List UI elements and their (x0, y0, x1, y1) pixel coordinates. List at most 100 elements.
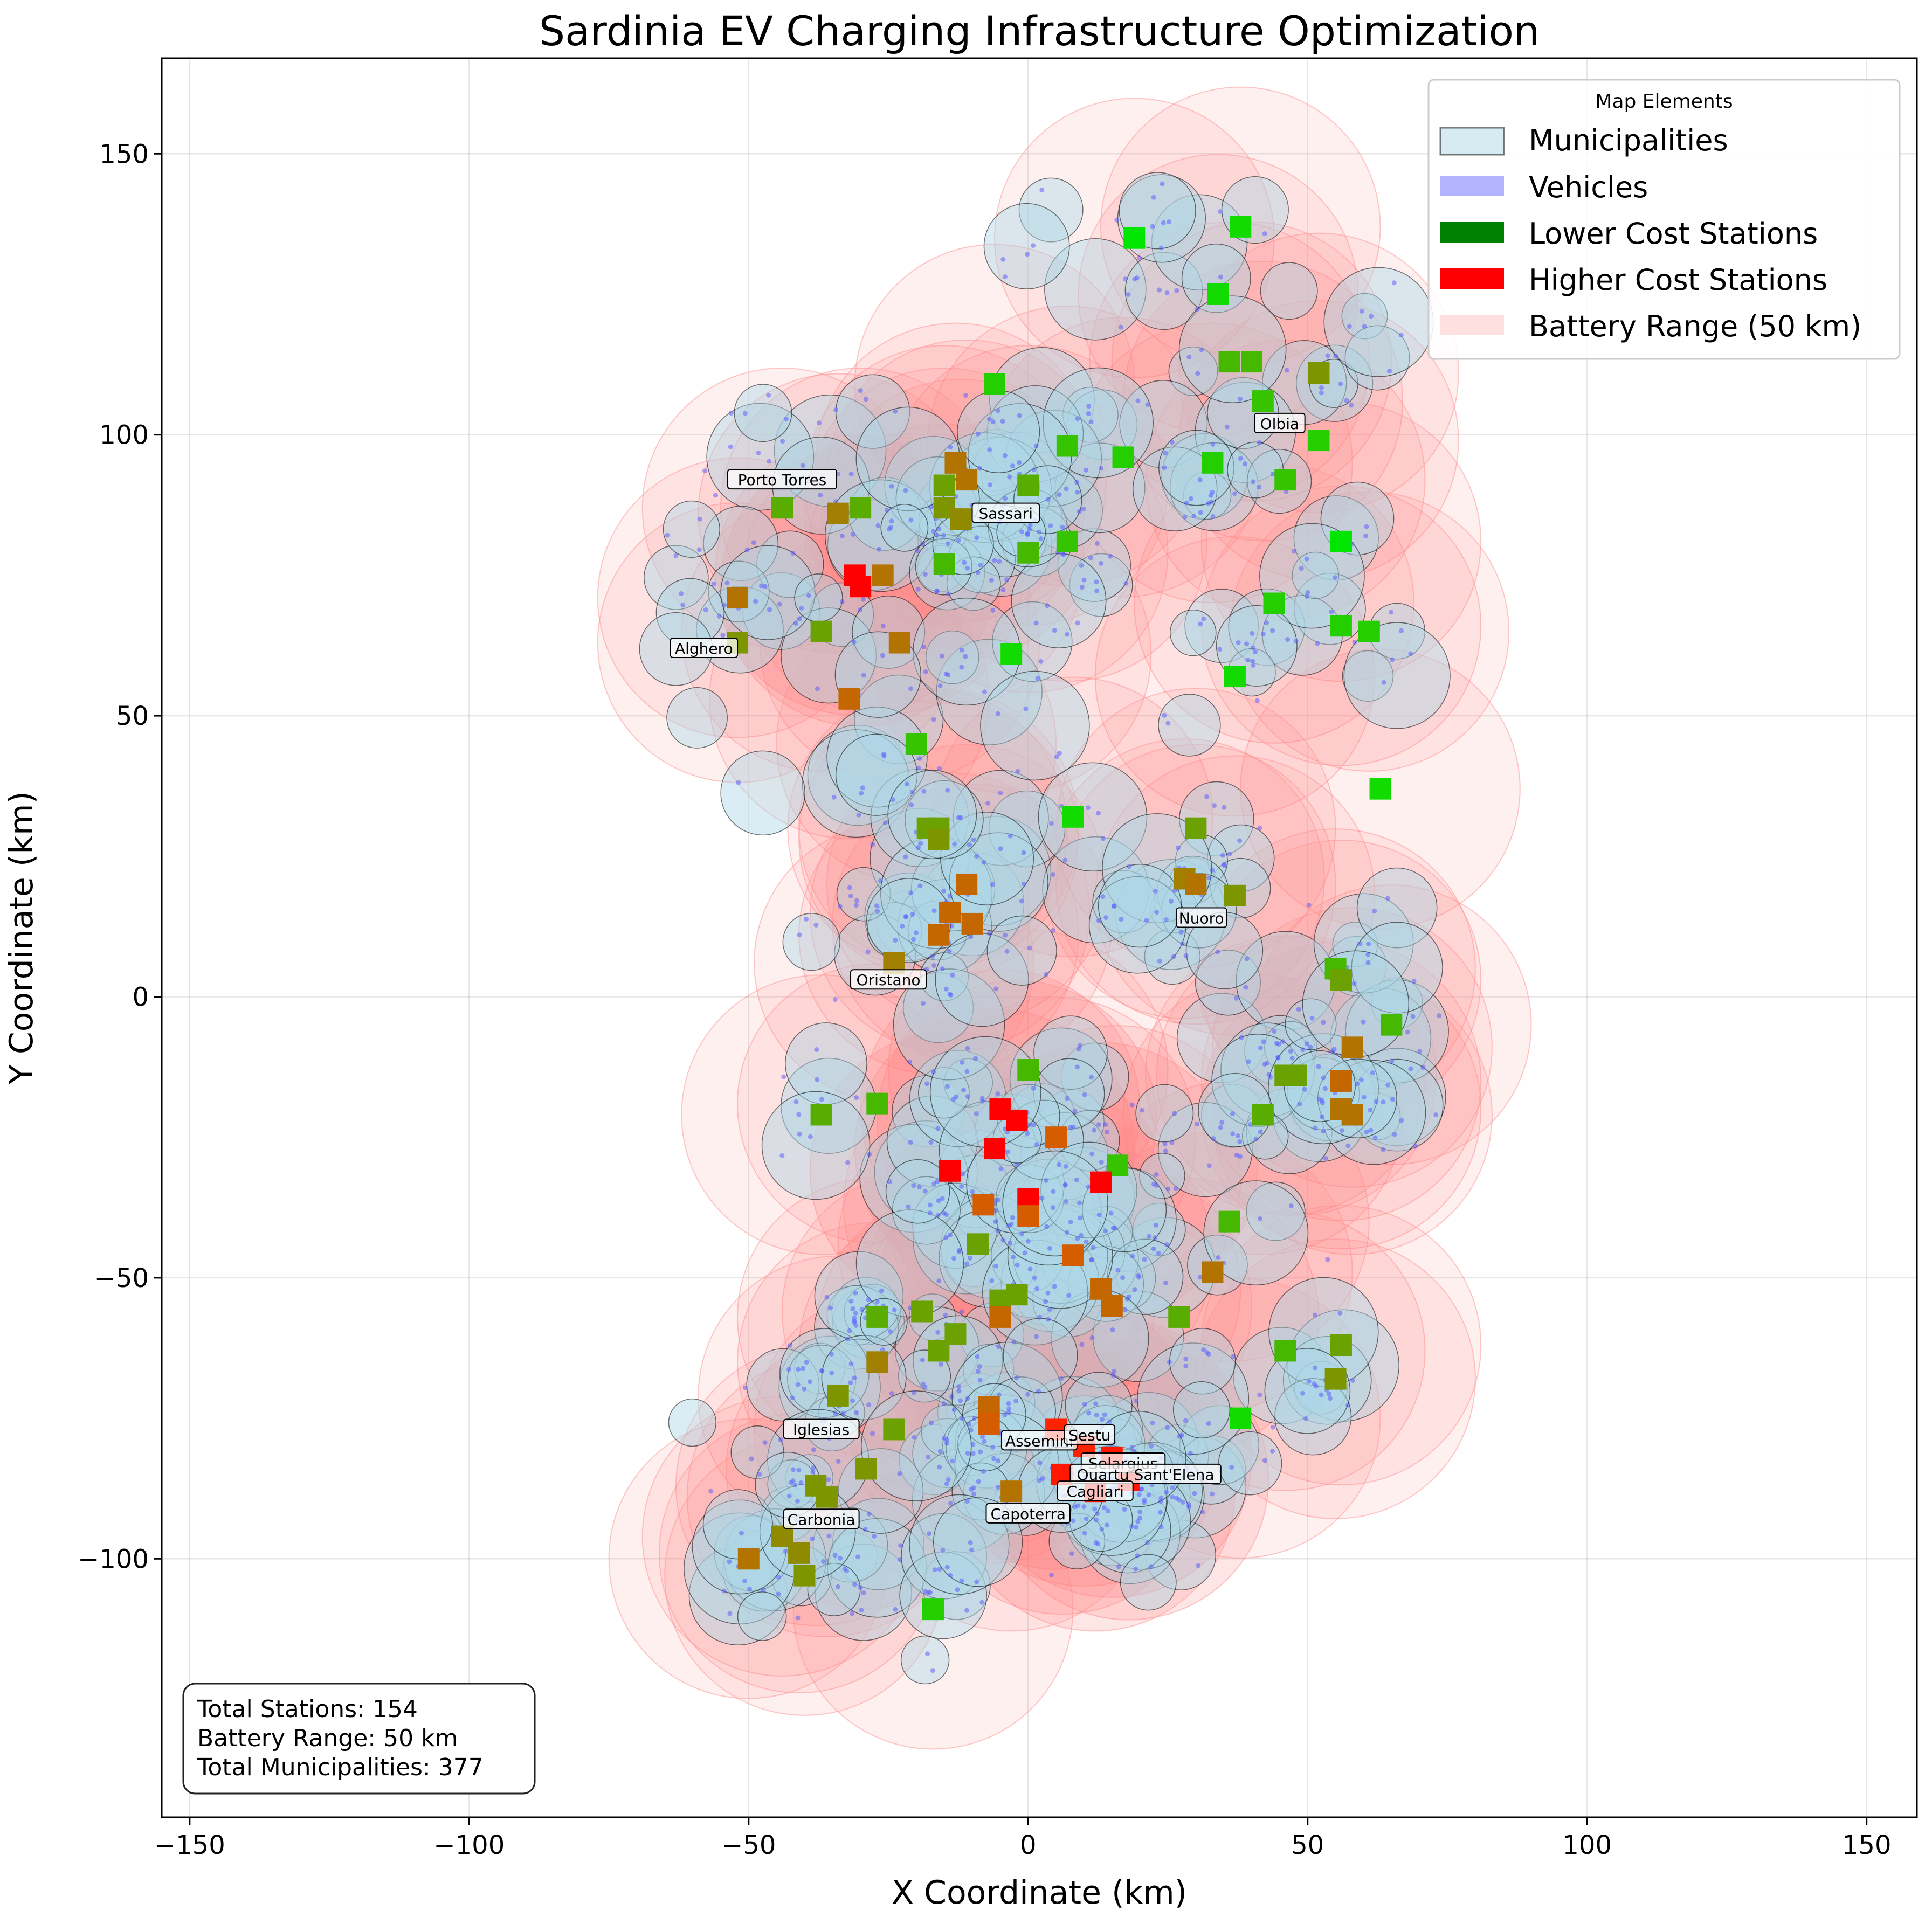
charging-station (956, 469, 978, 491)
vehicle-dot (1035, 676, 1040, 681)
city-label-layer: Porto Torres Sassari Olbia Alghero Nuoro Oris… (670, 412, 1306, 1529)
vehicle-dot (982, 1439, 987, 1444)
vehicle-dot (943, 671, 949, 676)
legend-label-municipalities: Municipalities (1529, 123, 1728, 157)
vehicle-dot (910, 912, 915, 917)
vehicle-dot (944, 1084, 950, 1089)
vehicle-dot (995, 1228, 1000, 1233)
charging-station (933, 553, 955, 575)
vehicle-dot (937, 683, 943, 689)
vehicle-dot (850, 1306, 855, 1311)
vehicle-dot (814, 1047, 819, 1053)
vehicle-dot (1368, 1127, 1374, 1133)
municipality-circle (1246, 1181, 1306, 1241)
vehicle-dot (1308, 1044, 1313, 1050)
vehicle-dot (702, 468, 707, 474)
vehicle-dot (890, 797, 895, 802)
vehicle-dot (1385, 1082, 1391, 1088)
vehicle-dot (1177, 1434, 1182, 1439)
vehicle-dot (1002, 274, 1008, 280)
vehicle-dot (766, 392, 771, 398)
municipality-circle (1169, 609, 1217, 656)
vehicle-dot (835, 1584, 840, 1589)
vehicle-dot (923, 669, 928, 675)
municipality-circle (746, 1348, 820, 1422)
vehicle-dot (865, 949, 871, 954)
city-label-text: Sassari (979, 505, 1033, 523)
vehicle-dot (1362, 324, 1367, 329)
vehicle-dot (1270, 628, 1275, 633)
vehicle-dot (1003, 932, 1008, 938)
vehicle-dot (779, 1153, 785, 1158)
vehicle-dot (880, 623, 886, 628)
vehicle-dot (1027, 1266, 1033, 1272)
charging-station (1381, 1014, 1403, 1036)
vehicle-dot (1002, 453, 1008, 458)
vehicle-dot (1048, 821, 1054, 826)
vehicle-dot (1015, 769, 1020, 774)
vehicle-dot (1257, 485, 1262, 490)
vehicle-dot (743, 1385, 748, 1390)
vehicle-dot (1167, 1359, 1172, 1365)
vehicle-dot (974, 1111, 979, 1116)
vehicle-dot (852, 1316, 857, 1321)
vehicle-dot (956, 1388, 962, 1394)
vehicle-dot (931, 717, 936, 722)
vehicle-dot (1007, 474, 1012, 480)
charging-station (928, 924, 950, 946)
vehicle-dot (1103, 1228, 1108, 1234)
vehicle-dot (1230, 1354, 1236, 1359)
vehicle-dot (1164, 290, 1170, 295)
vehicle-dot (1329, 609, 1334, 614)
vehicle-dot (889, 483, 894, 489)
vehicle-dot (1174, 288, 1179, 293)
vehicle-dot (815, 686, 820, 691)
vehicle-dot (992, 558, 997, 563)
charging-station (933, 474, 955, 496)
vehicle-dot (1096, 1122, 1101, 1127)
vehicle-dot (1033, 443, 1039, 448)
charging-station (1101, 1295, 1123, 1317)
municipality-circle (1124, 252, 1203, 330)
vehicle-dot (852, 1582, 858, 1587)
vehicle-dot (979, 1434, 985, 1439)
vehicle-dot (1338, 381, 1343, 386)
municipality-circle (1218, 1431, 1282, 1496)
vehicle-dot (1309, 1015, 1315, 1021)
vehicle-dot (1057, 492, 1062, 497)
vehicle-dot (996, 1392, 1002, 1397)
vehicle-dot (856, 812, 861, 818)
charging-station (1056, 530, 1078, 552)
vehicle-dot (1244, 956, 1250, 961)
charging-station (1230, 216, 1252, 238)
municipality-circle (980, 670, 1090, 781)
vehicle-dot (889, 518, 894, 524)
charging-station (1241, 351, 1263, 373)
vehicle-dot (1048, 523, 1053, 529)
vehicle-dot (908, 686, 914, 691)
vehicle-dot (1410, 1014, 1416, 1019)
vehicle-dot (1081, 577, 1087, 583)
vehicle-dot (1027, 522, 1033, 528)
vehicle-dot (1289, 1055, 1295, 1061)
municipality-circle (880, 503, 929, 552)
vehicle-dot (1129, 1102, 1135, 1108)
vehicle-dot (1133, 1525, 1138, 1530)
charging-station (1017, 1059, 1039, 1081)
municipality-circle (1323, 267, 1434, 377)
vehicle-dot (853, 1311, 858, 1316)
vehicle-dot (1057, 1162, 1062, 1167)
vehicle-dot (974, 854, 979, 859)
city-label: Carbonia (783, 1508, 860, 1529)
vehicle-dot (970, 1451, 976, 1456)
vehicle-dot (922, 1188, 928, 1194)
vehicle-dot (936, 527, 942, 532)
vehicle-dot (848, 894, 853, 899)
vehicle-dot (1398, 333, 1404, 338)
vehicle-dot (1079, 1342, 1085, 1347)
vehicle-dot (1412, 1144, 1418, 1149)
vehicle-dot (1099, 1526, 1105, 1532)
vehicle-dot (720, 633, 726, 638)
vehicle-dot (1019, 529, 1025, 535)
municipality-circle (734, 384, 792, 442)
